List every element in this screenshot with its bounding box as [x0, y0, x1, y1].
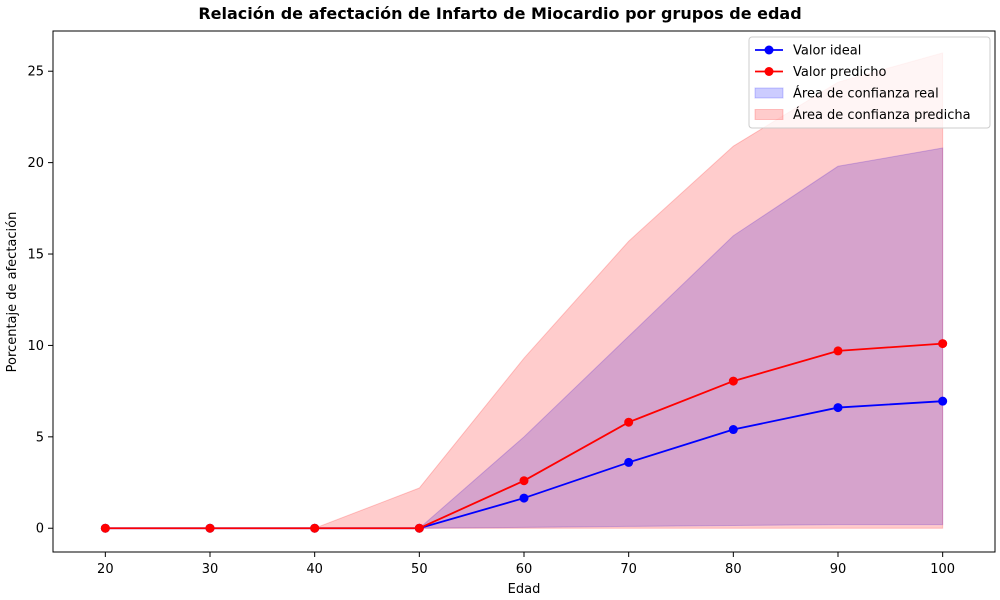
y-tick-label: 5 [36, 430, 44, 445]
x-tick-label: 90 [830, 562, 847, 577]
data-point-1-8 [938, 339, 948, 349]
data-point-1-1 [205, 523, 215, 533]
data-point-1-6 [728, 376, 738, 386]
x-tick-label: 40 [306, 562, 323, 577]
x-tick-label: 80 [725, 562, 742, 577]
legend: Valor ideal Valor predicho Área de confian… [748, 36, 991, 129]
y-axis-label: Porcentaje de afectación [5, 212, 20, 373]
data-point-0-8 [938, 396, 948, 406]
x-axis-ticks: 20 30 40 50 60 70 80 90 100 [97, 552, 955, 577]
legend-label-series-1: Valor predicho [793, 65, 886, 80]
data-point-1-5 [624, 417, 634, 427]
x-tick-label: 30 [202, 562, 219, 577]
y-tick-label: 20 [27, 156, 44, 171]
x-tick-label: 70 [620, 562, 637, 577]
y-tick-label: 10 [27, 339, 44, 354]
x-axis-label: Edad [508, 582, 541, 597]
x-tick-label: 60 [516, 562, 533, 577]
legend-label-band-1: Área de confianza predicha [793, 107, 971, 123]
y-axis-ticks: 0 5 10 15 20 25 [27, 65, 53, 537]
legend-label-series-0: Valor ideal [793, 44, 861, 59]
data-point-1-3 [414, 523, 424, 533]
legend-label-band-0: Área de confianza real [793, 86, 939, 102]
data-point-1-4 [519, 476, 529, 486]
y-tick-label: 25 [27, 65, 44, 80]
data-point-0-4 [519, 493, 529, 503]
data-point-0-5 [624, 457, 634, 467]
chart-title: Relación de afectación de Infarto de Mio… [198, 4, 801, 23]
y-tick-label: 0 [36, 522, 44, 537]
y-tick-label: 15 [27, 248, 44, 263]
legend-swatch-band-0 [754, 87, 784, 99]
x-tick-label: 100 [930, 562, 955, 577]
x-tick-label: 50 [411, 562, 428, 577]
legend-swatch-band-1 [754, 109, 784, 120]
x-tick-label: 20 [97, 562, 114, 577]
series-lines [100, 339, 948, 533]
data-point-0-6 [728, 425, 738, 435]
data-point-1-7 [833, 346, 843, 356]
legend-swatch-marker-1 [764, 67, 774, 76]
legend-swatch-marker-0 [764, 45, 774, 55]
data-point-1-2 [310, 523, 320, 533]
legend-box [748, 36, 991, 129]
data-point-1-0 [100, 523, 110, 533]
data-point-0-7 [833, 403, 843, 413]
